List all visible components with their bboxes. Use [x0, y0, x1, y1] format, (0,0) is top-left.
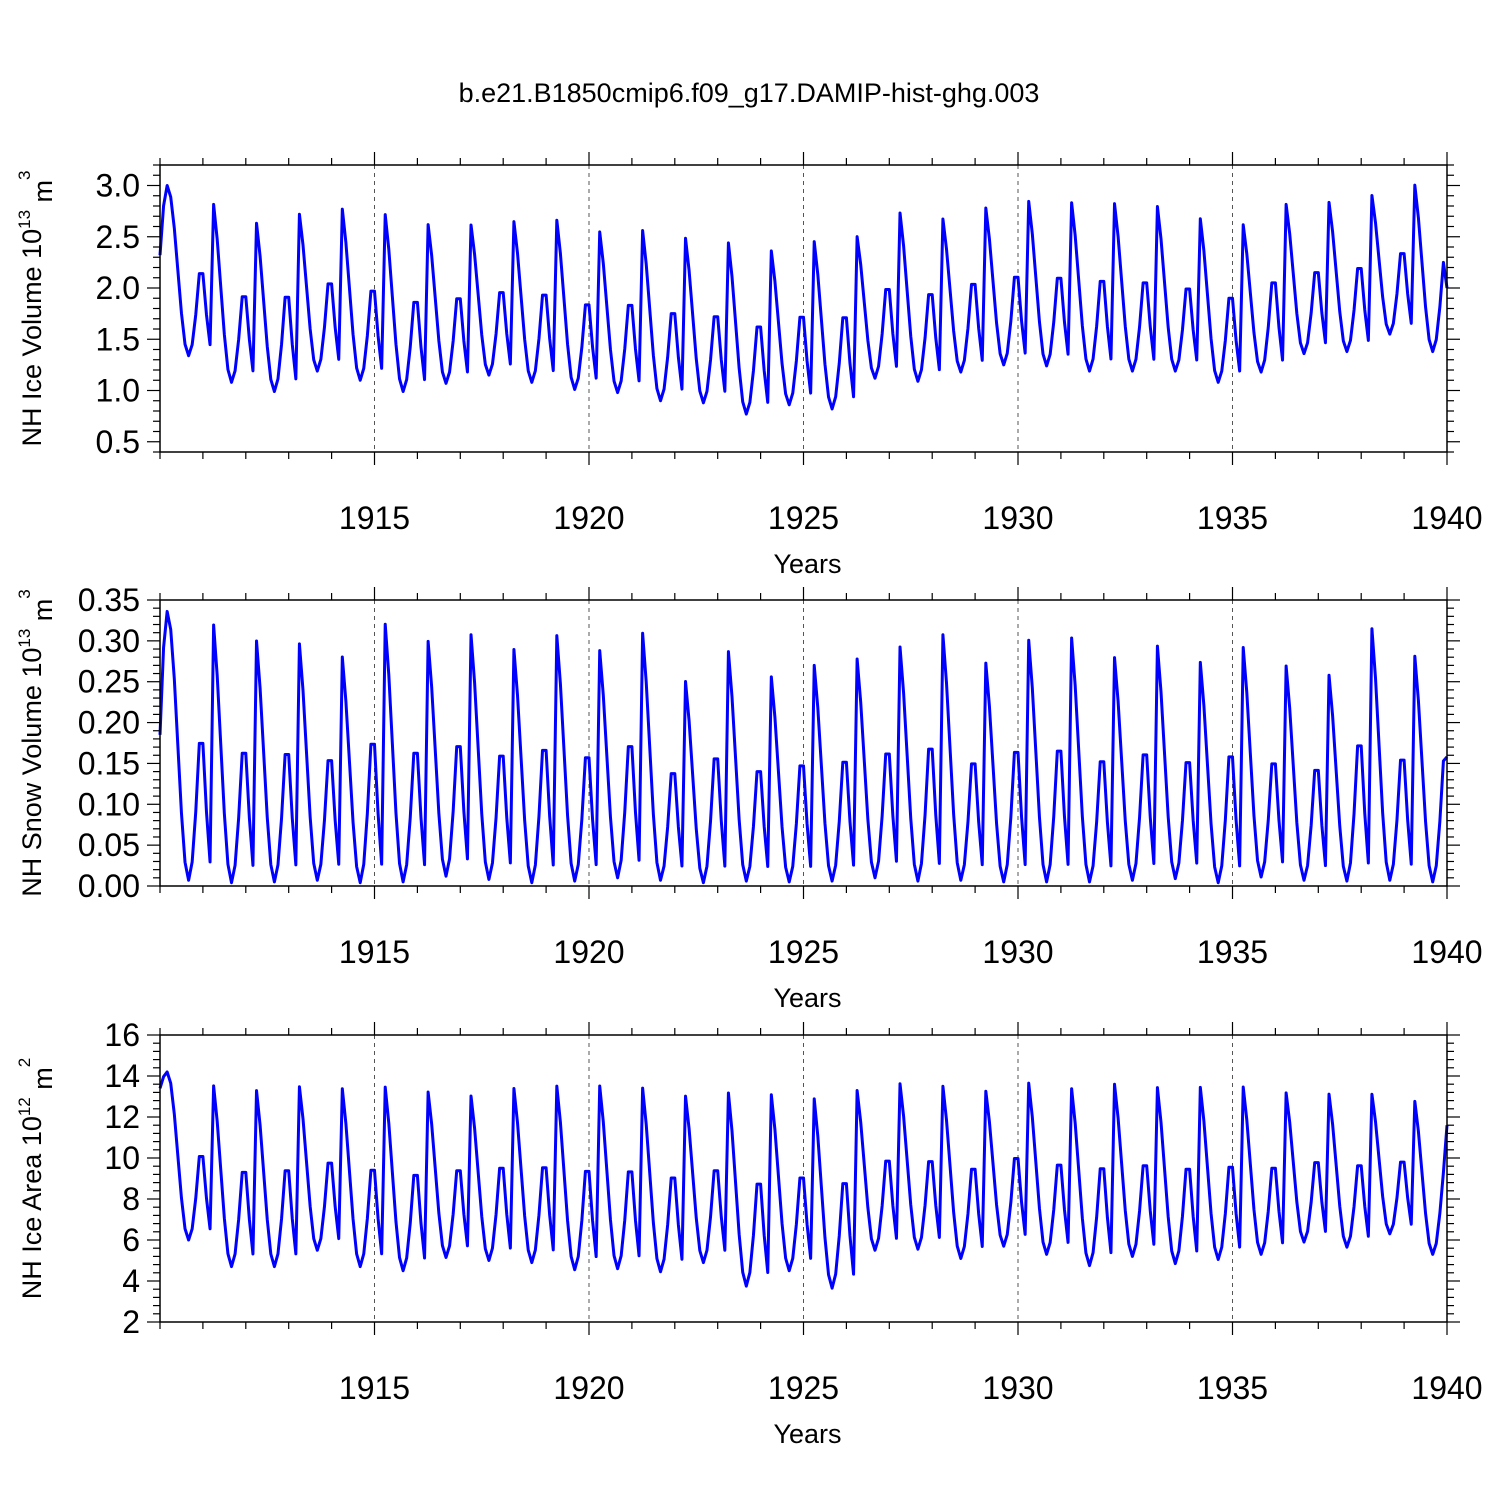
x-tick-label: 1940 [1411, 1370, 1482, 1406]
y-tick-label: 3.0 [96, 168, 140, 204]
x-axis-label: Years [773, 983, 841, 1013]
y-tick-label: 0.10 [78, 786, 140, 822]
y-tick-label: 0.25 [78, 664, 140, 700]
x-tick-label: 1935 [1197, 1370, 1268, 1406]
x-tick-label: 1920 [553, 1370, 624, 1406]
y-axis-label: NH Snow Volume 1013 m3 [15, 589, 58, 897]
x-tick-label: 1940 [1411, 934, 1482, 970]
x-tick-label: 1925 [768, 934, 839, 970]
x-tick-label: 1920 [553, 500, 624, 536]
x-tick-label: 1915 [339, 500, 410, 536]
x-axis-label: Years [773, 549, 841, 579]
figure-title: b.e21.B1850cmip6.f09_g17.DAMIP-hist-ghg.… [459, 78, 1040, 108]
series-line-ice-volume [158, 183, 1449, 416]
panel-snow-volume: 1915 1920 1925 1930 1935 1940 Years 0.00 0.05 0.1… [15, 582, 1483, 1013]
x-axis-label: Years [773, 1419, 841, 1449]
y-tick-label: 2 [122, 1304, 140, 1340]
y-tick-label: 0.00 [78, 868, 140, 904]
x-tick-label: 1935 [1197, 934, 1268, 970]
y-tick-label: 1.0 [96, 373, 140, 409]
y-tick-label: 12 [104, 1099, 140, 1135]
x-tick-label: 1935 [1197, 500, 1268, 536]
x-tick-label: 1920 [553, 934, 624, 970]
y-tick-label: 10 [104, 1140, 140, 1176]
panels-group: 1915 1920 1925 1930 1935 1940 Years 0.5 1.0 1.5 2.… [15, 152, 1483, 1449]
panel-ice-area: 1915 1920 1925 1930 1935 1940 Years 2 4 6 8 10 12 14 1… [15, 1017, 1483, 1449]
series-line-snow-volume [158, 609, 1449, 885]
y-tick-label: 0.05 [78, 827, 140, 863]
y-tick-label: 2.5 [96, 219, 140, 255]
x-tick-label: 1915 [339, 1370, 410, 1406]
y-tick-label: 8 [122, 1181, 140, 1217]
x-tick-label: 1925 [768, 500, 839, 536]
y-tick-label: 0.35 [78, 582, 140, 618]
y-tick-label: 0.30 [78, 623, 140, 659]
panel-ice-volume: 1915 1920 1925 1930 1935 1940 Years 0.5 1.0 1.5 2.… [15, 152, 1483, 579]
x-tick-label: 1940 [1411, 500, 1482, 536]
y-tick-label: 2.0 [96, 270, 140, 306]
y-tick-label: 4 [122, 1263, 140, 1299]
x-tick-label: 1915 [339, 934, 410, 970]
y-tick-label: 16 [104, 1017, 140, 1053]
y-axis-label: NH Ice Area 1012 m2 [15, 1058, 58, 1299]
x-tick-label: 1930 [982, 1370, 1053, 1406]
y-tick-label: 0.20 [78, 705, 140, 741]
y-tick-label: 0.5 [96, 424, 140, 460]
x-tick-label: 1930 [982, 934, 1053, 970]
y-tick-label: 6 [122, 1222, 140, 1258]
series-line-ice-area [158, 1070, 1449, 1290]
y-tick-label: 14 [104, 1058, 140, 1094]
y-axis-label: NH Ice Volume 1013 m3 [15, 171, 58, 447]
x-tick-label: 1925 [768, 1370, 839, 1406]
y-tick-label: 1.5 [96, 321, 140, 357]
x-tick-label: 1930 [982, 500, 1053, 536]
y-tick-label: 0.15 [78, 745, 140, 781]
